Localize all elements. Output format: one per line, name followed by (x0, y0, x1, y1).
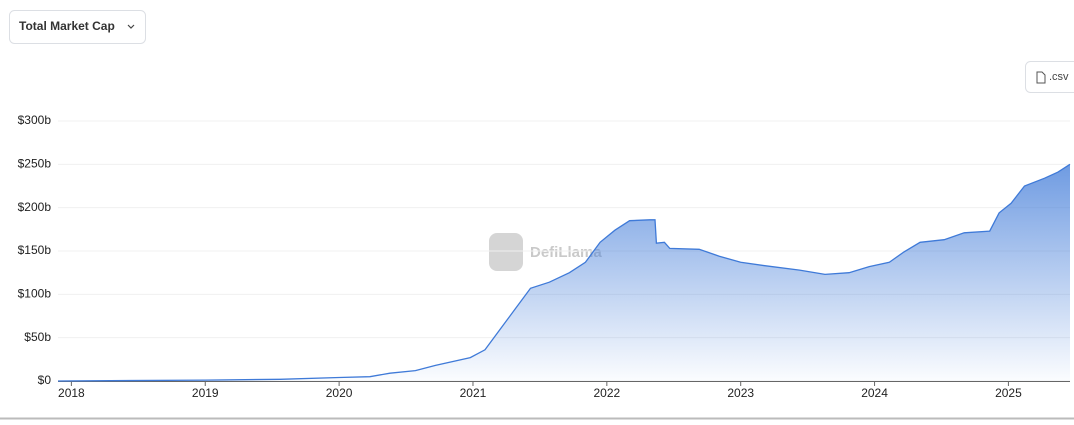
x-tick-label: 2025 (995, 386, 1022, 400)
csv-label[interactable]: .csv (1049, 71, 1069, 83)
x-tick-label: 2024 (861, 386, 888, 400)
y-tick-label: $250b (18, 157, 52, 171)
x-tick-label: 2018 (58, 386, 85, 400)
y-tick-label: $50b (24, 330, 51, 344)
y-tick-label: $200b (18, 200, 52, 214)
y-tick-label: $300b (18, 113, 52, 127)
csv-button[interactable]: .csv (1026, 62, 1074, 93)
area-fill (58, 164, 1070, 381)
metric-dropdown[interactable]: Total Market Cap (10, 11, 146, 44)
x-tick-label: 2023 (727, 386, 754, 400)
watermark-logo (489, 233, 523, 271)
x-tick-label: 2019 (192, 386, 219, 400)
x-tick-label: 2021 (460, 386, 487, 400)
x-tick-label: 2022 (593, 386, 620, 400)
x-tick-label: 2020 (326, 386, 353, 400)
y-tick-label: $150b (18, 243, 52, 257)
y-tick-label: $0 (38, 373, 52, 387)
y-tick-label: $100b (18, 287, 52, 301)
dropdown-label[interactable]: Total Market Cap (19, 19, 115, 33)
